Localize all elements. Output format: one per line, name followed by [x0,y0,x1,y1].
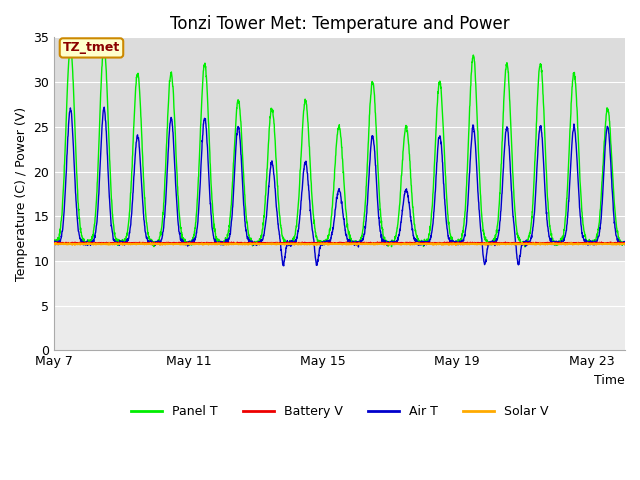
X-axis label: Time: Time [595,374,625,387]
Text: TZ_tmet: TZ_tmet [63,41,120,54]
Y-axis label: Temperature (C) / Power (V): Temperature (C) / Power (V) [15,107,28,281]
Bar [54,37,625,261]
Legend: Panel T, Battery V, Air T, Solar V: Panel T, Battery V, Air T, Solar V [125,400,554,423]
Bar [54,261,625,350]
Title: Tonzi Tower Met: Temperature and Power: Tonzi Tower Met: Temperature and Power [170,15,509,33]
